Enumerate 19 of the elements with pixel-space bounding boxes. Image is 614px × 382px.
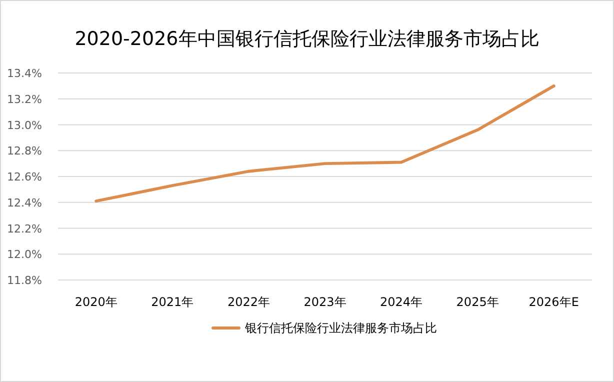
chart-title: 2020-2026年中国银行信托保险行业法律服务市场占比 — [74, 28, 540, 50]
y-tick-label: 12.4% — [7, 196, 42, 210]
x-tick-label: 2026年E — [528, 295, 579, 309]
y-tick-label: 12.8% — [7, 144, 42, 158]
y-tick-label: 12.0% — [7, 248, 42, 262]
y-tick-label: 13.0% — [7, 118, 42, 132]
y-tick-label: 12.6% — [7, 170, 42, 184]
x-tick-label: 2025年 — [456, 295, 499, 309]
y-tick-label: 13.4% — [7, 67, 42, 80]
y-tick-label: 12.2% — [7, 222, 42, 236]
x-tick-label: 2020年 — [74, 295, 118, 309]
x-tick-label: 2024年 — [380, 295, 423, 309]
line-series — [94, 84, 556, 203]
legend-label: 银行信托保险行业法律服务市场占比 — [244, 321, 437, 335]
x-tick-label: 2023年 — [304, 295, 346, 309]
y-tick-label: 11.8% — [7, 274, 42, 287]
x-tick-label: 2021年 — [151, 295, 194, 309]
y-tick-label: 13.2% — [7, 92, 42, 106]
x-tick-label: 2022年 — [227, 295, 270, 309]
